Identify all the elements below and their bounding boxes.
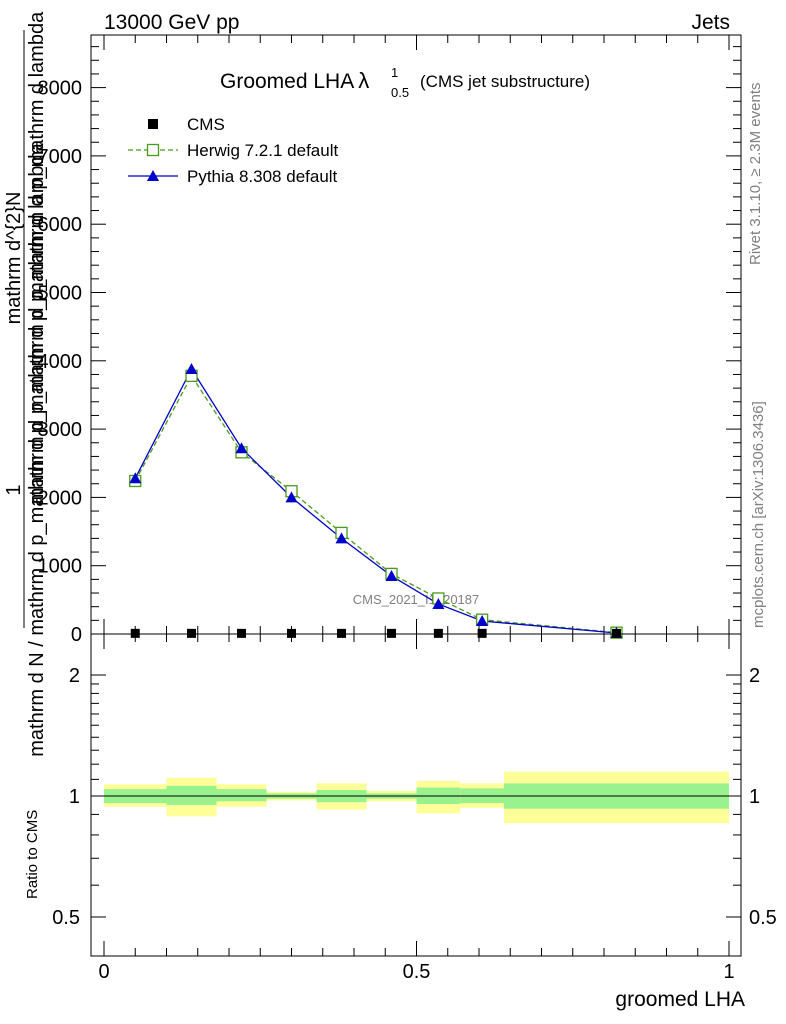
ratio-uncertainty-bands	[104, 771, 729, 824]
legend-pythia-label: Pythia 8.308 default	[187, 167, 338, 186]
title-subscript: 0.5	[391, 85, 409, 100]
y-title-one: 1	[3, 484, 25, 495]
main-y-tick-label: 5000	[38, 283, 83, 305]
main-y-tick-label: 4000	[38, 351, 83, 373]
x-axis-title: groomed LHA	[615, 988, 745, 1011]
cms-point	[433, 628, 443, 638]
x-tick-label: 1	[723, 961, 734, 983]
cms-point	[612, 628, 621, 638]
legend-item-herwig: Herwig 7.2.1 default	[128, 141, 338, 160]
series-layer	[129, 362, 623, 639]
legend-pythia-marker	[147, 170, 159, 181]
legend-item-cms: CMS	[148, 115, 225, 134]
y-axis-title: mathrm d^{2}N mathrm d p_mathrm d p_math…	[3, 11, 48, 757]
main-y-tick-label: 6000	[38, 214, 83, 236]
legend: CMS Herwig 7.2.1 default Pythia 8.308 de…	[128, 115, 338, 186]
ratio-band-inner	[166, 785, 217, 805]
title-symbol: λ	[358, 68, 369, 93]
ratio-band-inner	[216, 789, 267, 802]
x-tick-label: 0	[98, 961, 109, 983]
ratio-y-tick-label-right: 2	[749, 665, 760, 687]
mcplots-label: mcplots.cern.ch [arXiv:1306.3436]	[750, 401, 767, 628]
cms-point	[130, 628, 140, 638]
cms-point	[387, 628, 396, 638]
main-y-tick-label: 8000	[38, 78, 83, 100]
cms-point	[477, 628, 487, 638]
title-subtitle: (CMS jet substructure)	[420, 72, 590, 91]
cms-point	[287, 628, 296, 638]
main-y-tick-label: 2000	[38, 487, 83, 509]
ratio-y-axis: 0.5 0.5 1 1 2 2	[52, 665, 777, 929]
ratio-y-tick-label-right: 0.5	[749, 907, 777, 929]
pythia-point	[235, 442, 248, 454]
y-title-fraction-numerator: mathrm d^{2}N	[3, 192, 25, 325]
ratio-y-tick-label-left: 1	[69, 786, 80, 808]
ratio-y-tick-label-right: 1	[749, 786, 760, 808]
y-title-fraction-denominator: mathrm d p_mathrm d p_mathrm d p_mathrm …	[26, 11, 48, 504]
ratio-y-tick-label-left: 2	[69, 665, 80, 687]
plot-title: Groomed LHA λ 1 0.5 (CMS jet substructure…	[220, 65, 590, 100]
analysis-watermark: CMS_2021_I1920187	[353, 592, 480, 607]
title-main: Groomed LHA	[220, 70, 354, 93]
ratio-y-axis-title: Ratio to CMS	[24, 810, 41, 899]
main-y-tick-label: 3000	[38, 419, 83, 441]
pythia-point	[285, 491, 298, 503]
main-x-ticks	[103, 35, 730, 634]
header-right-label: Jets	[691, 11, 730, 34]
main-y-tick-label: 7000	[38, 146, 83, 168]
cms-point	[187, 628, 196, 638]
rivet-version-label: Rivet 3.1.10, ≥ 2.3M events	[747, 83, 764, 266]
y-title-denominator: mathrm d N / mathrm d p_mathrm d p_mathr…	[26, 142, 48, 756]
pythia-point	[476, 615, 489, 627]
cms-point	[237, 628, 246, 638]
cms-point	[337, 628, 346, 638]
ratio-plot-panel: 0.5 0.51 12 2 0 0.5 1 Ratio to CMS groomed LH…	[24, 633, 777, 1011]
x-tick-label: 0.5	[403, 961, 431, 983]
legend-herwig-marker	[146, 143, 160, 157]
pythia-point	[129, 472, 142, 484]
legend-cms-label: CMS	[187, 115, 225, 134]
header-left-label: 13000 GeV pp	[104, 11, 239, 34]
title-superscript: 1	[391, 65, 398, 80]
legend-herwig-label: Herwig 7.2.1 default	[187, 141, 338, 160]
legend-cms-marker	[148, 119, 158, 129]
pythia-point	[335, 532, 348, 544]
legend-item-pythia: Pythia 8.308 default	[128, 167, 338, 186]
pythia-point	[185, 362, 198, 374]
main-y-axis: 0 1000 2000 3000 4000 5000 6000 7000 8000	[38, 46, 741, 646]
main-plot-panel: 0 1000 2000 3000 4000 5000 6000 7000 8000 Groome…	[3, 11, 742, 757]
pythia-point	[385, 569, 398, 581]
main-y-tick-label: 1000	[38, 556, 83, 578]
ratio-x-axis: 0 0.5 1	[98, 634, 735, 983]
ratio-y-tick-label-left: 0.5	[52, 907, 80, 929]
pythia-point	[432, 597, 445, 609]
main-y-tick-label: 0	[71, 624, 82, 646]
